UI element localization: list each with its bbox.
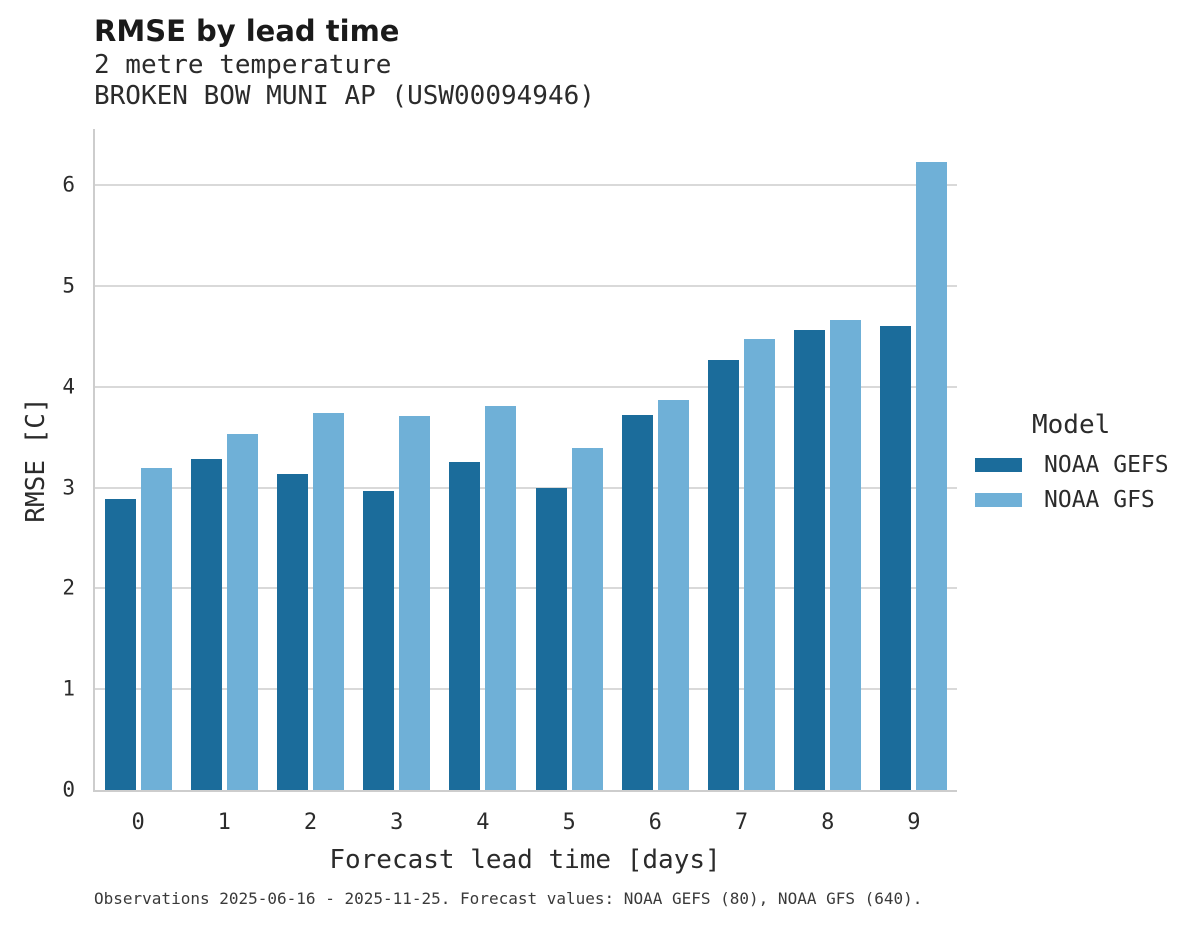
legend-swatch-gefs bbox=[975, 458, 1022, 472]
plot-area: 0 1 2 3 4 5 6 0 1 2 3 4 5 6 7 8 9 bbox=[62, 129, 957, 835]
bar bbox=[277, 473, 308, 790]
x-tick-3: 3 bbox=[390, 810, 404, 835]
bar bbox=[313, 413, 344, 790]
x-tick-6: 6 bbox=[648, 810, 662, 835]
bar-series bbox=[95, 129, 957, 790]
bar bbox=[449, 461, 481, 790]
bar-group-3 bbox=[354, 129, 440, 790]
bar bbox=[571, 448, 603, 790]
x-tick-9: 9 bbox=[907, 810, 921, 835]
gridline-y2 bbox=[95, 587, 957, 590]
x-tick-1: 1 bbox=[217, 810, 231, 835]
y-axis-label: RMSE [C] bbox=[21, 397, 51, 523]
legend-swatch-gfs bbox=[975, 493, 1022, 507]
gridline-y3 bbox=[95, 486, 957, 489]
gridline-y5 bbox=[95, 285, 957, 288]
y-tick-5: 5 bbox=[62, 273, 75, 298]
bar bbox=[744, 338, 776, 790]
bar-group-0 bbox=[95, 129, 181, 790]
bar-group-7 bbox=[698, 129, 784, 790]
x-tick-0: 0 bbox=[131, 810, 145, 835]
legend-label-gefs: NOAA GEFS bbox=[1044, 452, 1169, 478]
bar-group-9 bbox=[871, 129, 957, 790]
footer-caption: Observations 2025-06-16 - 2025-11-25. Fo… bbox=[94, 889, 923, 908]
bar bbox=[190, 458, 222, 790]
chart-title: RMSE by lead time bbox=[94, 14, 400, 48]
gridline-y1 bbox=[95, 688, 957, 691]
bar bbox=[657, 400, 689, 790]
bar bbox=[399, 416, 431, 790]
legend-label-gfs: NOAA GFS bbox=[1044, 487, 1155, 513]
y-tick-3: 3 bbox=[62, 475, 75, 500]
bar-group-4 bbox=[440, 129, 526, 790]
y-tick-4: 4 bbox=[62, 374, 75, 399]
bar bbox=[535, 487, 567, 790]
bar bbox=[708, 359, 740, 790]
x-tick-7: 7 bbox=[734, 810, 749, 835]
bar bbox=[363, 490, 395, 790]
y-tick-2: 2 bbox=[62, 575, 75, 600]
subtitle-station: BROKEN BOW MUNI AP (USW00094946) bbox=[94, 81, 595, 111]
x-tick-8: 8 bbox=[821, 810, 835, 835]
y-tick-0: 0 bbox=[62, 777, 75, 802]
gridline-y4 bbox=[95, 385, 957, 388]
bar bbox=[140, 467, 172, 790]
bar bbox=[794, 329, 826, 790]
bar-group-2 bbox=[267, 129, 353, 790]
legend-title: Model bbox=[1032, 410, 1111, 440]
bar-group-8 bbox=[785, 129, 871, 790]
bar bbox=[226, 434, 258, 790]
x-axis-label: Forecast lead time [days] bbox=[329, 845, 721, 875]
bar bbox=[621, 415, 653, 790]
x-tick-4: 4 bbox=[476, 810, 490, 835]
subtitle-variable: 2 metre temperature bbox=[94, 50, 392, 80]
bar bbox=[916, 162, 948, 790]
legend-entry-gefs: NOAA GEFS bbox=[975, 452, 1190, 478]
legend: Model NOAA GEFS NOAA GFS bbox=[975, 410, 1190, 513]
y-tick-1: 1 bbox=[62, 676, 75, 701]
gridline-y6 bbox=[95, 184, 957, 187]
chart-subtitle: 2 metre temperature BROKEN BOW MUNI AP (U… bbox=[94, 50, 595, 112]
bar-group-5 bbox=[526, 129, 612, 790]
x-tick-5: 5 bbox=[562, 810, 576, 835]
bar-group-1 bbox=[181, 129, 267, 790]
y-tick-6: 6 bbox=[62, 172, 75, 197]
bar bbox=[880, 325, 912, 790]
bar bbox=[485, 406, 517, 790]
bar-group-6 bbox=[612, 129, 698, 790]
bar bbox=[830, 320, 862, 790]
bar bbox=[104, 498, 136, 790]
x-tick-2: 2 bbox=[303, 810, 318, 835]
legend-entry-gfs: NOAA GFS bbox=[975, 487, 1190, 513]
